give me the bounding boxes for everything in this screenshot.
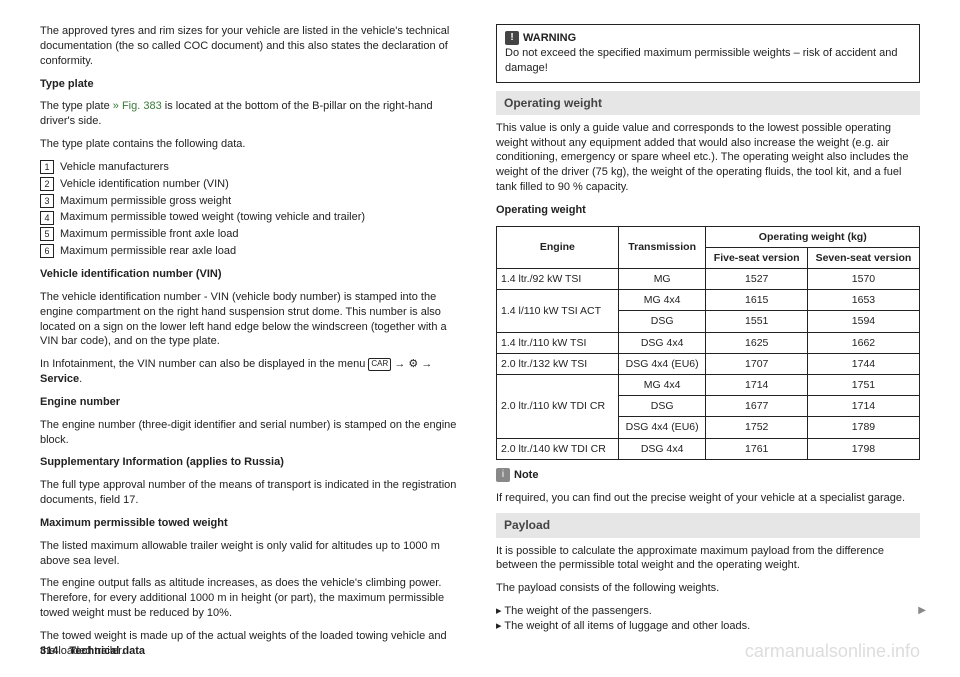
gear-icon: ⚙	[408, 358, 418, 370]
note-body: If required, you can find out the precis…	[496, 491, 920, 506]
watermark: carmanualsonline.info	[745, 639, 920, 663]
note-icon: i	[496, 468, 510, 482]
warning-icon: !	[505, 31, 519, 45]
engine-number-body: The engine number (three-digit identifie…	[40, 418, 464, 448]
payload-bullet-2: The weight of all items of luggage and o…	[496, 619, 920, 634]
max-towed-heading: Maximum permissible towed weight	[40, 516, 464, 531]
numbox-2: 2	[40, 177, 54, 191]
max-towed-2: The engine output falls as altitude incr…	[40, 576, 464, 621]
infotainment-para: In Infotainment, the VIN number can also…	[40, 357, 464, 387]
numbox-3: 3	[40, 194, 54, 208]
max-towed-1: The listed maximum allowable trailer wei…	[40, 539, 464, 569]
table-row: 2.0 ltr./140 kW TDI CR DSG 4x4 1761 1798	[497, 438, 920, 459]
left-column: The approved tyres and rim sizes for you…	[40, 24, 464, 667]
continue-caret-icon: ▶	[918, 604, 926, 618]
page-number: 314	[40, 645, 58, 657]
table-row: 1.4 ltr./110 kW TSI DSG 4x4 1625 1662	[497, 332, 920, 353]
car-icon: CAR	[368, 358, 391, 371]
numbox-4: 4	[40, 211, 54, 225]
page-footer: 314 Technical data	[40, 644, 145, 659]
vin-body: The vehicle identification number - VIN …	[40, 290, 464, 349]
intro-text: The approved tyres and rim sizes for you…	[40, 24, 464, 69]
engine-number-heading: Engine number	[40, 395, 464, 410]
table-row: 2.0 ltr./110 kW TDI CR MG 4x4 1714 1751	[497, 374, 920, 395]
operating-weight-heading: Operating weight	[496, 91, 920, 115]
fig-link[interactable]: » Fig. 383	[113, 100, 162, 112]
type-plate-para-1: The type plate » Fig. 383 is located at …	[40, 99, 464, 129]
warning-heading: !WARNING	[505, 31, 911, 46]
warning-body: Do not exceed the specified maximum perm…	[505, 46, 911, 76]
payload-list-intro: The payload consists of the following we…	[496, 581, 920, 596]
th-transmission: Transmission	[618, 226, 706, 268]
numbox-6: 6	[40, 244, 54, 258]
type-plate-list: 1Vehicle manufacturers 2Vehicle identifi…	[40, 160, 464, 259]
type-plate-heading: Type plate	[40, 77, 464, 92]
table-row: 1.4 l/110 kW TSI ACT MG 4x4 1615 1653	[497, 290, 920, 311]
payload-heading: Payload	[496, 513, 920, 537]
payload-body: It is possible to calculate the approxim…	[496, 544, 920, 574]
table-row: 2.0 ltr./132 kW TSI DSG 4x4 (EU6) 1707 1…	[497, 353, 920, 374]
type-plate-para-2: The type plate contains the following da…	[40, 137, 464, 152]
vin-heading: Vehicle identification number (VIN)	[40, 267, 464, 282]
right-column: !WARNING Do not exceed the specified max…	[496, 24, 920, 667]
numbox-5: 5	[40, 227, 54, 241]
table-title: Operating weight	[496, 203, 920, 218]
note-heading: iNote	[496, 468, 920, 483]
payload-bullet-1: The weight of the passengers.	[496, 604, 920, 619]
th-five-seat: Five-seat version	[706, 247, 807, 268]
supplementary-body: The full type approval number of the mea…	[40, 478, 464, 508]
section-name: Technical data	[69, 645, 145, 657]
th-opw: Operating weight (kg)	[706, 226, 920, 247]
supplementary-heading: Supplementary Information (applies to Ru…	[40, 455, 464, 470]
operating-weight-body: This value is only a guide value and cor…	[496, 121, 920, 195]
table-row: 1.4 ltr./92 kW TSI MG 1527 1570	[497, 269, 920, 290]
operating-weight-table: Engine Transmission Operating weight (kg…	[496, 226, 920, 460]
numbox-1: 1	[40, 160, 54, 174]
warning-box: !WARNING Do not exceed the specified max…	[496, 24, 920, 83]
th-seven-seat: Seven-seat version	[807, 247, 919, 268]
th-engine: Engine	[497, 226, 619, 268]
